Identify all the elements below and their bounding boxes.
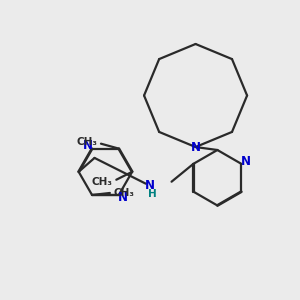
Text: N: N	[83, 139, 93, 152]
Text: N: N	[190, 140, 201, 154]
Text: N: N	[118, 191, 128, 204]
Text: CH₃: CH₃	[92, 177, 113, 187]
Text: CH₃: CH₃	[113, 188, 134, 198]
Text: CH₃: CH₃	[76, 137, 98, 147]
Text: N: N	[241, 155, 251, 168]
Text: H: H	[148, 189, 157, 199]
Text: N: N	[145, 179, 155, 192]
